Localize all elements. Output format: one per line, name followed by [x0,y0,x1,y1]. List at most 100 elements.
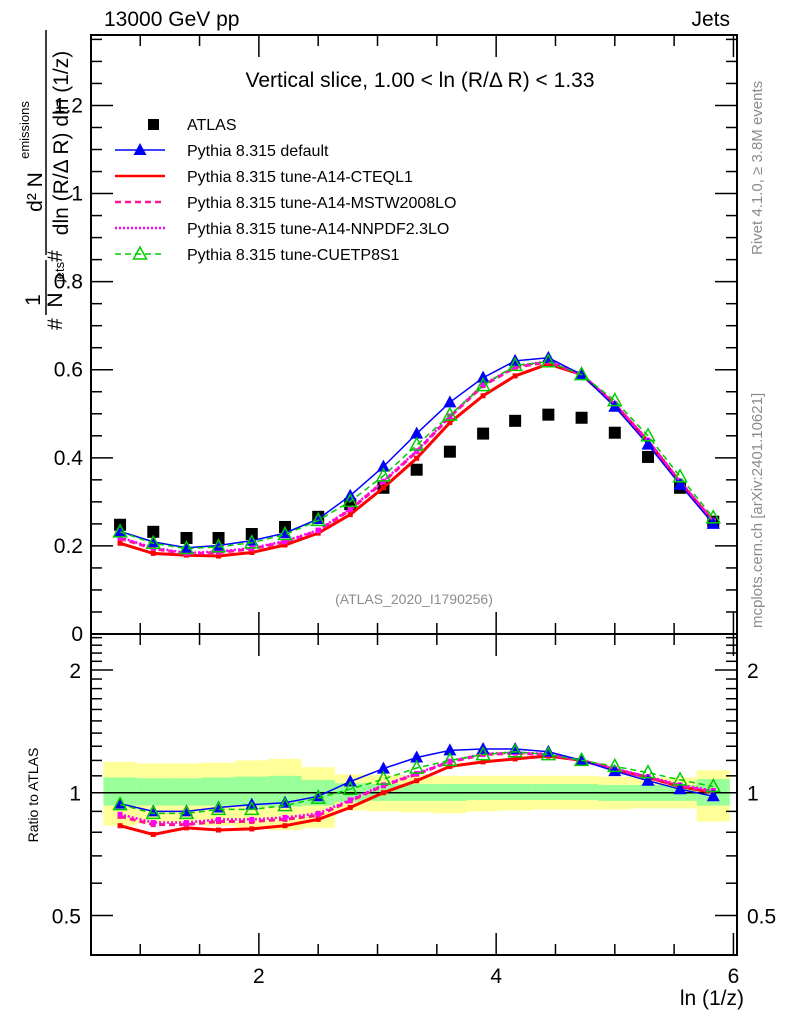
main-point-atlas [642,450,655,463]
ratio-point-default [376,761,390,774]
main-point-atlas [443,445,456,458]
main-point-cuetp8s1 [112,523,128,538]
main-ytick-label: 0.6 [54,359,83,382]
ratio-point-default [608,764,622,777]
ratio-point-cuetp8s1 [573,751,590,767]
main-point-atlas [608,426,621,439]
ratio-point-cuetp8s1 [210,800,227,816]
ratio-ytick-label-right: 0.5 [747,905,776,928]
main-point-cuetp8s1 [375,467,392,482]
ratio-point-cuetp8s1 [475,746,491,761]
ratio-point-cuetp8s1 [540,746,557,761]
main-point-default [410,426,424,439]
ylabel-denominator: dln (R/Δ R) dln (1/z) [50,51,73,235]
legend-item-atlas: ATLAS [148,117,237,134]
ratio-point-cteql1 [512,756,518,762]
main-point-default [641,437,655,450]
ratio-point-nnpdf [380,782,386,788]
main-ytick-label: 0 [71,623,83,646]
main-point-cuetp8s1 [310,511,326,527]
main-point-cuetp8s1 [607,391,623,407]
ratio-panel: 0.5 0.5 1 1 2 2 2 4 6 Ratio to ATLAS ln (1/z) [25,633,776,1010]
main-point-cuetp8s1 [277,525,293,541]
ylabel-hash1: # [44,318,67,330]
ratio-point-nnpdf [117,811,123,817]
legend-label-cuetp8s1: Pythia 8.315 tune-CUETP8S1 [187,247,400,264]
main-point-cuetp8s1 [475,377,491,392]
main-point-atlas [477,427,490,440]
main-point-atlas [180,531,193,544]
ratio-point-cteql1 [447,763,453,769]
main-point-default [673,477,687,490]
legend-label-mstw: Pythia 8.315 tune-A14-MSTW2008LO [187,195,456,212]
main-point-cteql1 [249,550,255,556]
ylabel-numerator: d² N [24,172,47,212]
main-line-cuetp8s1 [119,361,714,550]
ratio-point-cuetp8s1 [310,789,326,804]
ylabel-numerator-sub: emissions [17,101,32,159]
main-point-cuetp8s1 [408,436,425,451]
main-point-default [443,395,457,408]
legend-marker-atlas [148,119,159,130]
ratio-y-axis-label: Ratio to ATLAS [25,748,41,843]
ratio-point-cuetp8s1 [375,770,392,785]
main-panel: 0 0.2 0.4 0.6 0.8 1 1.2 Vertical slice, 1.00 <… [54,34,738,646]
ratio-point-cteql1 [380,790,386,796]
main-point-cteql1 [480,393,486,399]
main-point-default [376,459,390,472]
ratio-point-cuetp8s1 [277,796,293,812]
ratio-point-nnpdf [347,797,353,803]
ratio-point-cuetp8s1 [178,804,195,820]
ratio-point-default [443,743,457,756]
main-ytick-label: 0.4 [54,447,84,470]
ratio-point-cteql1 [414,778,420,784]
main-point-cteql1 [380,485,386,491]
ratio-point-nnpdf [216,816,222,822]
legend-item-mstw: Pythia 8.315 tune-A14-MSTW2008LO [115,195,456,212]
ratio-band-inner [169,778,202,806]
svg-text:#: # [44,318,67,330]
ratio-point-cuetp8s1 [442,751,458,767]
main-point-cteql1 [347,512,353,518]
ratio-ytick-label-right: 1 [747,783,759,806]
ratio-point-cuetp8s1 [507,743,523,758]
ratio-point-cuetp8s1 [705,778,722,793]
main-ytick-label: 1 [71,183,83,206]
ratio-point-nnpdf [282,814,288,820]
main-point-cteql1 [414,455,420,461]
ratio-point-cuetp8s1 [640,764,656,779]
ratio-point-default [706,789,720,802]
main-point-cuetp8s1 [442,406,458,421]
main-ytick-label: 1.2 [54,94,83,117]
main-point-cuetp8s1 [672,468,688,483]
ratio-band-inner [136,778,170,806]
ratio-line-cuetp8s1 [119,751,714,815]
ylabel-prefix-den-sub: jets [52,261,67,283]
legend-item-cteql1: Pythia 8.315 tune-A14-CTEQL1 [115,169,413,186]
ratio-point-cteql1 [249,826,255,832]
ratio-point-cteql1 [315,816,321,822]
ratio-point-nnpdf [315,810,321,816]
main-point-cuetp8s1 [507,356,523,372]
main-point-nnpdf [282,538,288,544]
main-point-default [575,367,589,380]
x-tick-label: 4 [490,965,502,988]
ratio-ytick-label: 1 [69,783,81,806]
ratio-point-cteql1 [347,804,353,810]
ratio-point-default [575,753,589,766]
ratio-frame [90,633,738,956]
main-point-cuetp8s1 [573,366,590,381]
main-point-nnpdf [347,506,353,512]
main-point-atlas [575,411,588,424]
main-point-cuetp8s1 [705,509,722,524]
main-ytick-label: 0.2 [54,535,83,558]
main-point-default [541,350,555,363]
ylabel-prefix-num: 1 [22,294,45,306]
ratio-point-nnpdf [150,820,156,826]
legend-marker-default [133,143,147,155]
ratio-point-cuetp8s1 [408,759,425,774]
ratio-uncertainty-bands [103,758,730,831]
legend-label-nnpdf: Pythia 8.315 tune-A14-NNPDF2.3LO [187,221,449,238]
main-point-nnpdf [315,527,321,533]
